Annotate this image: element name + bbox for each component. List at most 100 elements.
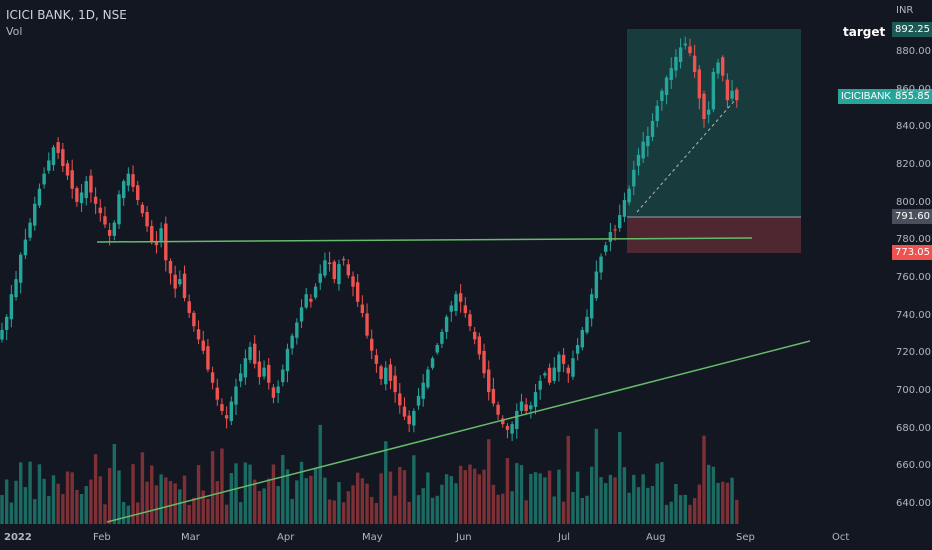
candle-body: [23, 239, 28, 256]
candle-body: [730, 90, 734, 99]
volume-bar: [243, 462, 248, 524]
candle-body: [618, 215, 622, 229]
volume-bar: [257, 490, 262, 524]
candle-body: [402, 406, 407, 417]
candle-body: [290, 335, 294, 349]
volume-bar: [112, 444, 117, 524]
volume-bar: [117, 470, 121, 524]
volume-bar: [599, 477, 603, 524]
candle-body: [192, 312, 196, 327]
candle-body: [678, 47, 683, 62]
volume-bar: [454, 483, 458, 524]
volume-bar: [304, 478, 308, 524]
candle-body: [463, 305, 468, 314]
x-tick-label: 2022: [4, 532, 32, 543]
candle-body: [257, 361, 262, 378]
volume-bar: [407, 501, 411, 524]
candle-body: [566, 367, 570, 374]
volume-bar: [444, 474, 449, 524]
candle-body: [393, 375, 397, 393]
volume-bar: [449, 476, 453, 524]
candle-body: [702, 93, 706, 120]
volume-bar: [379, 473, 383, 524]
volume-bar: [711, 466, 716, 524]
candle-body: [589, 294, 594, 319]
x-tick-label: Feb: [93, 532, 111, 543]
candle-body: [187, 301, 191, 314]
volume-bar: [496, 494, 500, 524]
candle-body: [341, 259, 346, 261]
volume-bar: [533, 472, 538, 524]
candle-body: [636, 154, 641, 166]
volume-bar: [253, 479, 257, 524]
volume-bar: [238, 502, 243, 524]
volume-bar: [730, 477, 734, 524]
volume-bar: [154, 485, 159, 524]
candle-body: [655, 105, 659, 122]
candle-body: [398, 393, 402, 406]
chart-title: ICICI BANK, 1D, NSE: [6, 8, 127, 22]
candle-body: [585, 316, 589, 333]
volume-bar: [604, 483, 608, 524]
volume-bar: [575, 471, 580, 524]
candle-body: [706, 109, 711, 115]
candle-body: [599, 256, 603, 273]
volume-bar: [571, 492, 575, 524]
volume-bar: [674, 484, 678, 524]
volume-bar: [421, 488, 425, 524]
volume-bar: [650, 485, 655, 524]
candle-body: [515, 410, 519, 429]
volume-bar: [121, 502, 126, 524]
candle-body: [318, 273, 322, 283]
candle-body: [688, 46, 692, 54]
candle-body: [93, 196, 98, 204]
candle-body: [501, 418, 505, 425]
candle-body: [253, 343, 257, 364]
candle-body: [84, 181, 88, 199]
candle-body: [140, 204, 145, 214]
candle-body: [412, 410, 416, 426]
volume-bar: [458, 465, 463, 524]
candle-body: [33, 203, 37, 226]
volume-bar: [271, 464, 276, 524]
candle-body: [543, 373, 547, 376]
volume-bar: [477, 474, 482, 524]
y-tick-label: 860.00: [896, 83, 931, 95]
volume-bar: [323, 477, 327, 524]
candle-body: [355, 282, 360, 302]
volume-bar: [37, 464, 42, 524]
volume-bar: [248, 464, 252, 524]
candle-body: [168, 260, 173, 274]
volume-bar: [75, 489, 79, 524]
candle-body: [365, 313, 369, 336]
stop-zone: [627, 217, 801, 253]
volume-bar: [402, 470, 407, 524]
volume-bar: [618, 432, 622, 524]
volume-bar: [515, 463, 519, 524]
volume-bar: [341, 502, 346, 524]
volume-bar: [281, 455, 285, 524]
y-tick-label: 660.00: [896, 460, 931, 472]
x-tick-label: Aug: [646, 532, 666, 543]
candle-body: [557, 354, 561, 372]
volume-bar: [660, 462, 664, 524]
volume-bar: [178, 489, 182, 524]
candle-body: [159, 228, 163, 241]
candle-body: [337, 264, 341, 285]
volume-bar: [65, 471, 70, 524]
candle-body: [327, 262, 332, 265]
candle-body: [332, 261, 336, 280]
volume-bar: [482, 469, 486, 524]
candle-body: [65, 163, 70, 176]
volume-bar: [491, 484, 496, 524]
volume-bar: [365, 483, 369, 524]
volume-bar: [510, 491, 514, 524]
volume-bar: [313, 468, 318, 524]
volume-bar: [543, 477, 547, 524]
volume-bar: [440, 484, 444, 524]
volume-bar: [398, 466, 402, 524]
volume-bar: [295, 480, 299, 524]
volume-bar: [636, 487, 641, 524]
candle-body: [248, 346, 252, 360]
